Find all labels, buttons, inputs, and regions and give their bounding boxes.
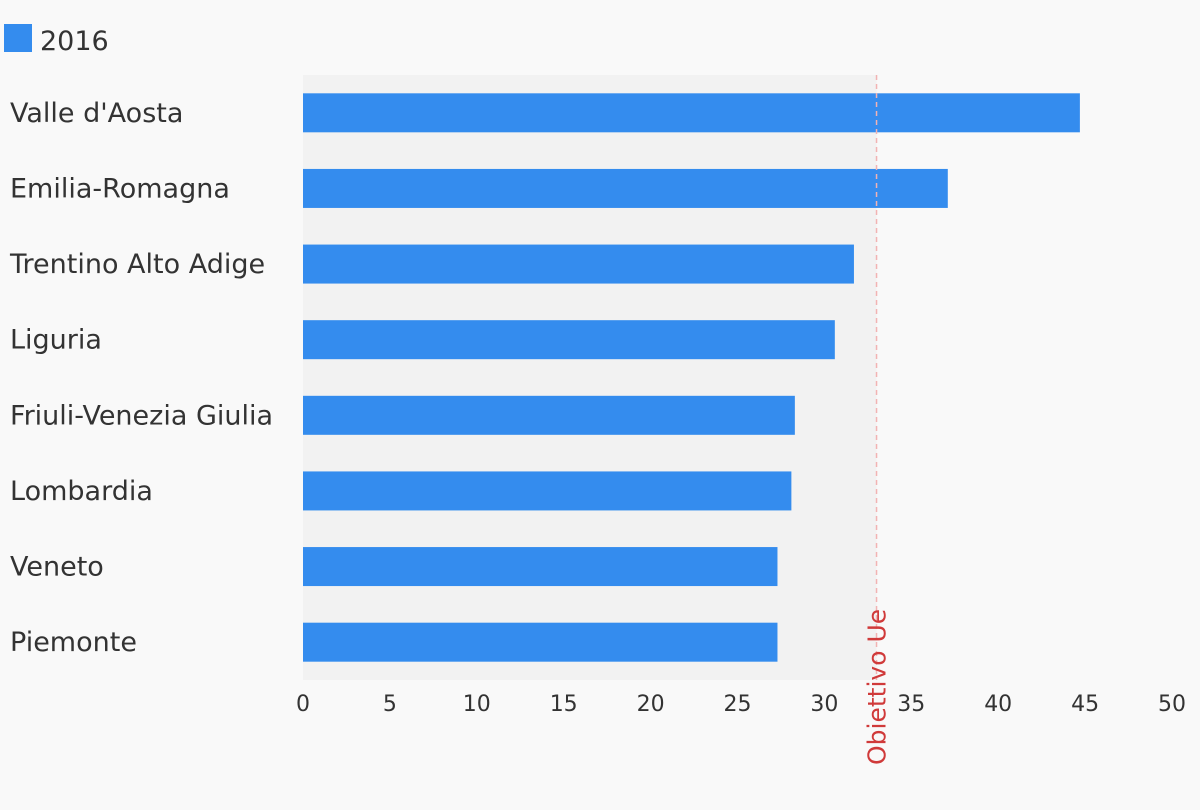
x-tick-label-7: 35: [897, 692, 925, 717]
x-tick-label-1: 5: [383, 692, 397, 717]
category-label-3: Liguria: [10, 325, 102, 356]
category-labels: Valle d'Aosta Emilia-Romagna Trentino Alto…: [9, 98, 273, 658]
x-tick-label-5: 25: [724, 692, 752, 717]
bar-5: [303, 471, 792, 511]
category-label-5: Lombardia: [10, 476, 153, 507]
bar-3: [303, 320, 835, 360]
x-tick-label-8: 40: [984, 692, 1012, 717]
target-shaded-region: [303, 75, 877, 680]
category-label-0: Valle d'Aosta: [10, 98, 183, 129]
x-tick-label-2: 10: [463, 692, 491, 717]
bar-1: [303, 168, 948, 208]
legend: 2016: [4, 24, 109, 57]
x-tick-label-0: 0: [296, 692, 310, 717]
x-tick-label-9: 45: [1071, 692, 1099, 717]
bars: [303, 93, 1080, 662]
x-tick-label-6: 30: [810, 692, 838, 717]
bar-0: [303, 93, 1080, 133]
reference-line-label: Obiettivo Ue: [863, 609, 892, 765]
category-label-1: Emilia-Romagna: [10, 173, 230, 204]
x-axis-ticks: 0 5 10 15 20 25 30 35 40 45 50: [296, 692, 1186, 717]
bar-7: [303, 622, 778, 662]
bar-6: [303, 547, 778, 587]
category-label-4: Friuli-Venezia Giulia: [10, 400, 273, 431]
category-label-2: Trentino Alto Adige: [9, 249, 265, 280]
bar-4: [303, 395, 795, 435]
category-label-7: Piemonte: [10, 627, 137, 658]
legend-swatch-2016: [4, 24, 32, 52]
x-tick-label-3: 15: [550, 692, 578, 717]
legend-label-2016: 2016: [40, 26, 109, 57]
bar-2: [303, 244, 854, 284]
x-tick-label-10: 50: [1158, 692, 1186, 717]
category-label-6: Veneto: [10, 552, 104, 583]
x-tick-label-4: 20: [637, 692, 665, 717]
